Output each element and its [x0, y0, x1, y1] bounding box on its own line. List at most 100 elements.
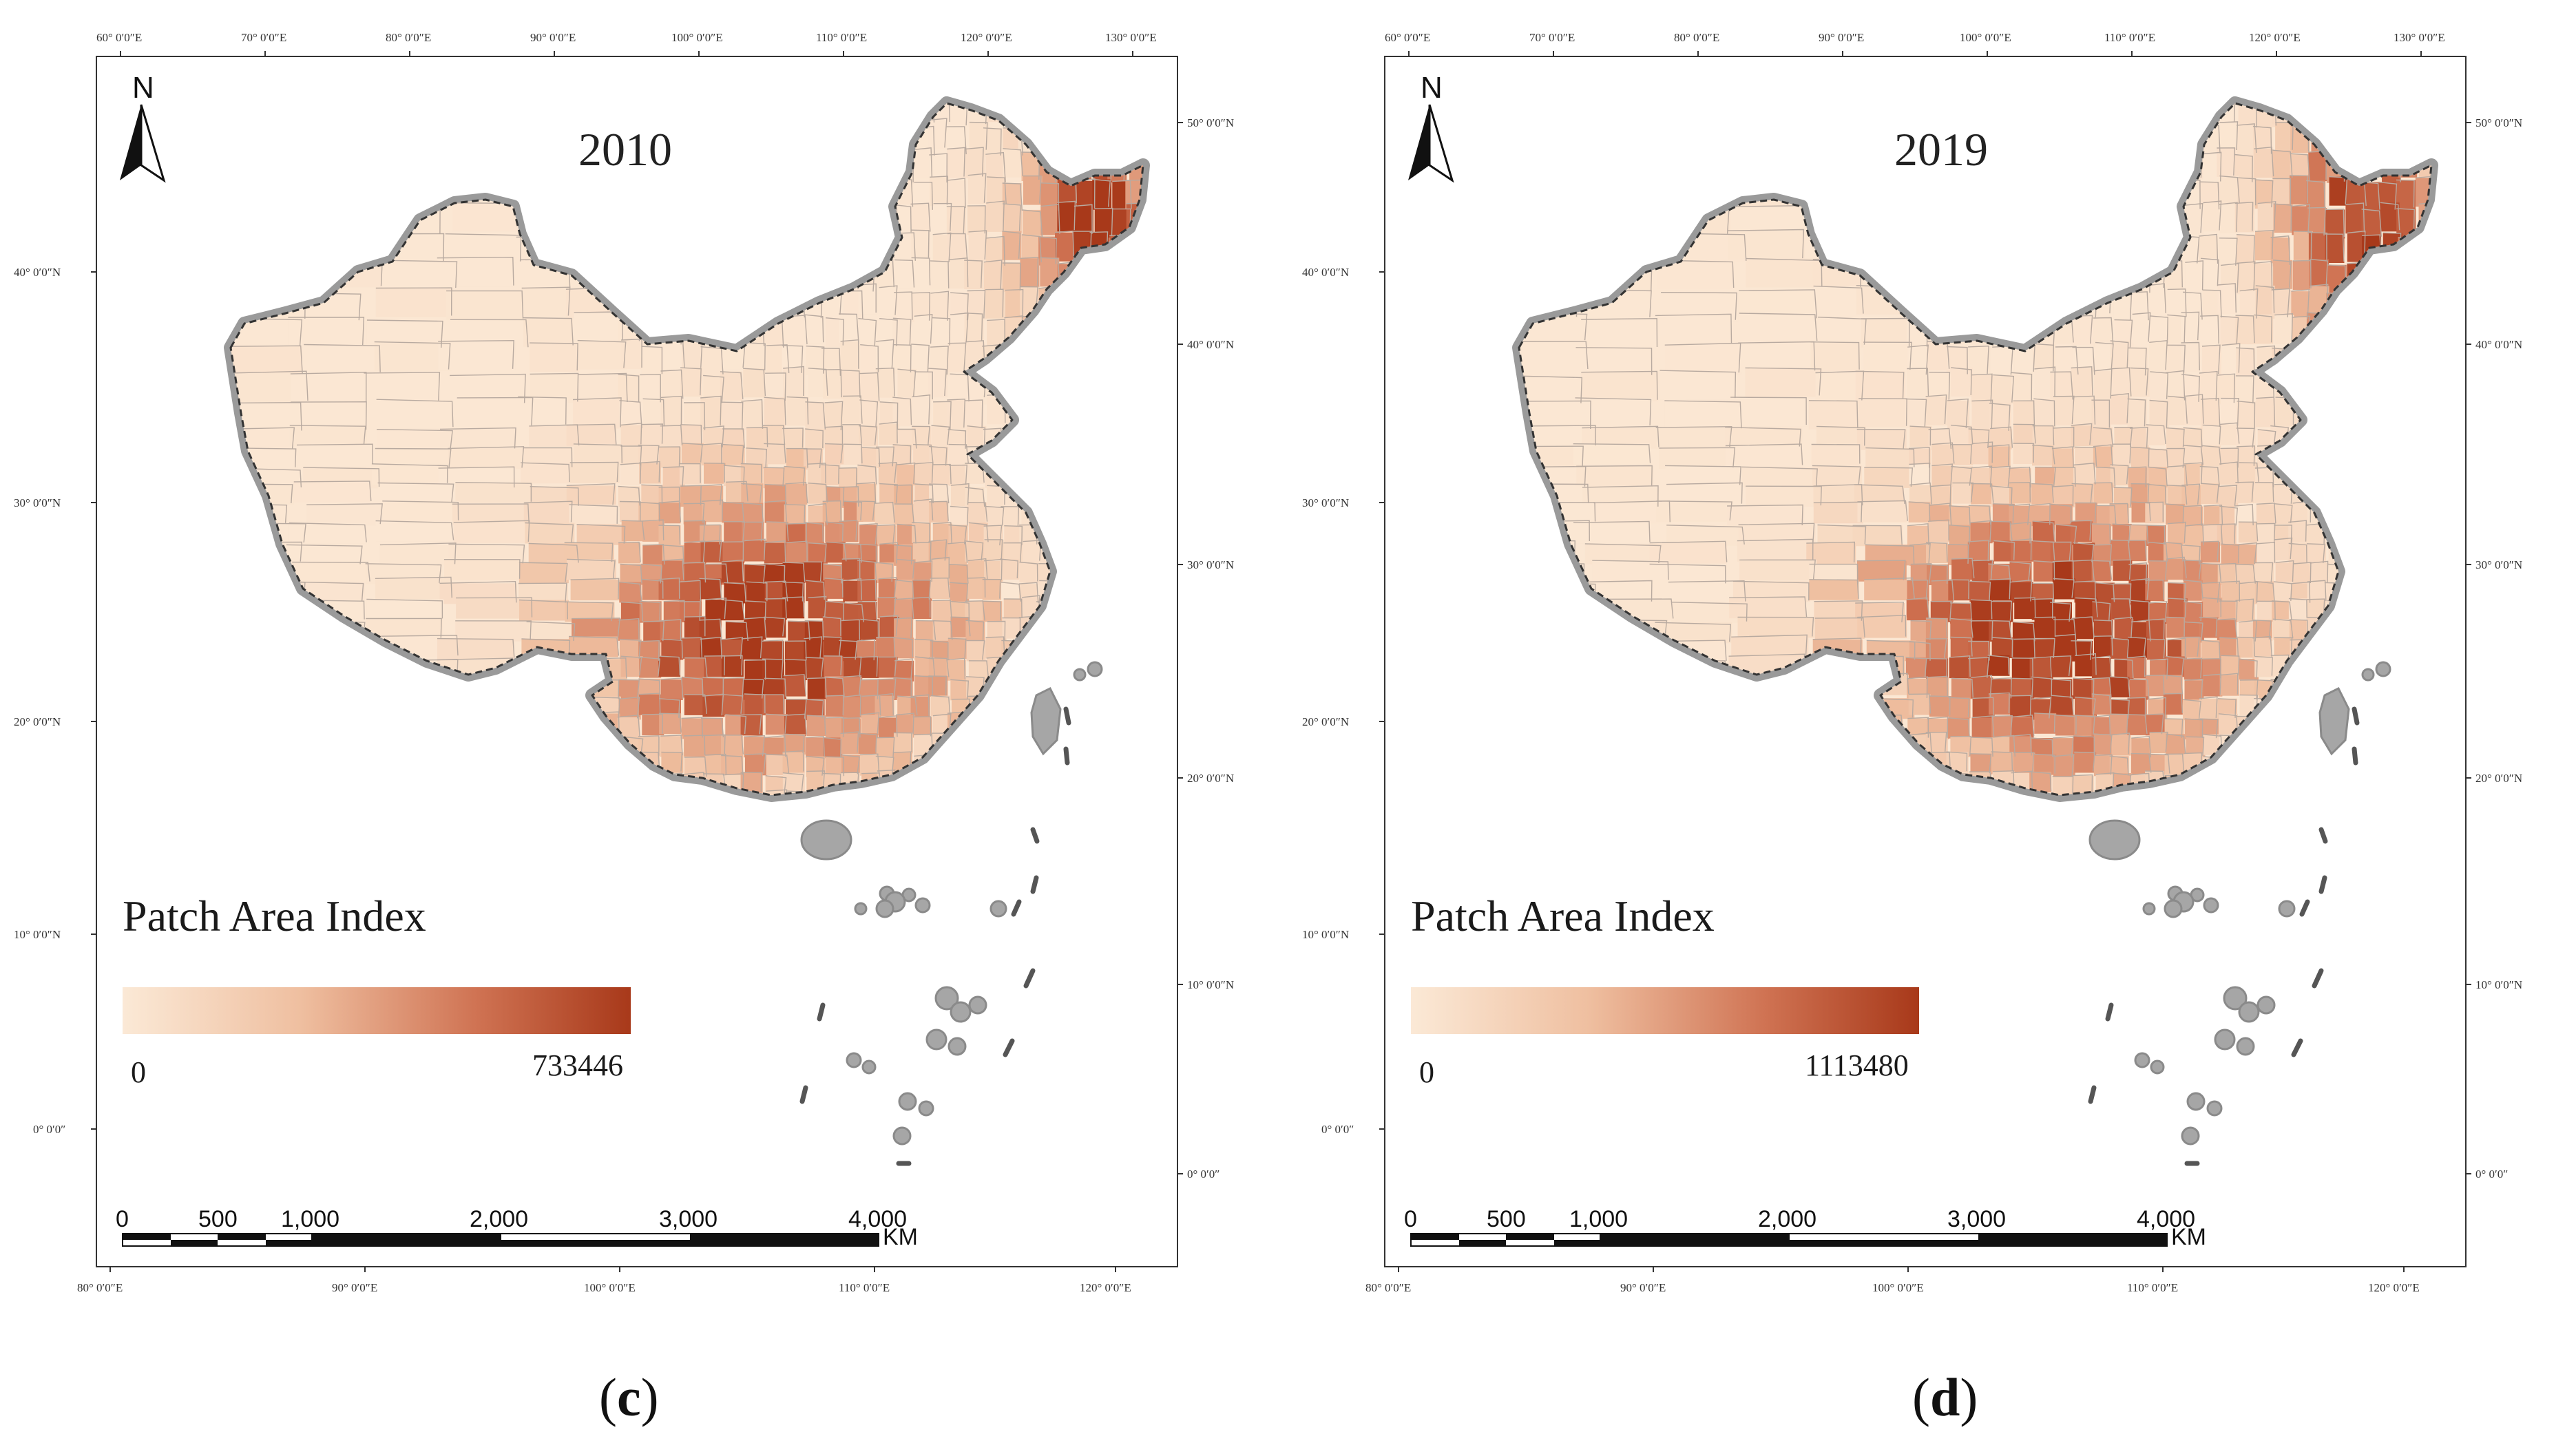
county-boundary [2219, 505, 2239, 526]
choropleth-cell [1909, 426, 1932, 447]
county-boundary [782, 562, 806, 582]
county-boundary [2272, 600, 2292, 620]
county-boundary [2110, 676, 2130, 697]
choropleth-cell [804, 562, 824, 583]
choropleth-cell [2094, 636, 2113, 657]
choropleth-cell [1928, 521, 1950, 542]
county-boundary [859, 655, 879, 677]
county-boundary [1855, 370, 1905, 399]
county-boundary [1928, 428, 1952, 449]
choropleth-cell [700, 346, 723, 376]
scale-label: 0 [1404, 1206, 1417, 1232]
choropleth-cell [1737, 617, 1815, 638]
county-boundary [722, 677, 744, 698]
choropleth-cell [231, 346, 302, 376]
county-boundary [641, 346, 663, 375]
county-boundary [2031, 444, 2055, 465]
panel-caption-c: (c) [599, 1367, 659, 1427]
county-boundary [2009, 466, 2031, 488]
county-boundary [2219, 121, 2239, 151]
choropleth-cell [2201, 445, 2221, 467]
county-boundary [2236, 234, 2255, 262]
choropleth-cell [2184, 659, 2203, 680]
county-boundary [983, 600, 1002, 621]
county-boundary [2217, 103, 2236, 123]
right-tick-labels: 50° 0′0″N 40° 0′0″N 30° 0′0″N 20° 0′0″N … [1187, 116, 1234, 1181]
choropleth-cell [2166, 559, 2186, 580]
choropleth-cell [805, 429, 825, 450]
county-boundary [914, 371, 933, 400]
choropleth-cell [289, 425, 367, 446]
choropleth-cell [1970, 523, 1993, 544]
choropleth-cell [2256, 523, 2276, 545]
choropleth-cell [2274, 315, 2294, 344]
county-boundary [2183, 560, 2202, 580]
choropleth-cell [293, 481, 371, 503]
choropleth-cell [950, 582, 970, 604]
county-boundary [949, 103, 968, 126]
county-boundary [875, 367, 895, 397]
county-boundary [296, 443, 373, 465]
county-boundary [897, 523, 917, 544]
choropleth-cell [843, 396, 862, 425]
choropleth-cell [824, 655, 844, 677]
county-boundary [523, 317, 574, 346]
county-boundary [1595, 598, 1674, 619]
county-boundary [859, 753, 880, 774]
scale-label: 2,000 [470, 1206, 528, 1232]
county-boundary [291, 401, 367, 430]
choropleth-cell [2380, 202, 2400, 232]
county-boundary [806, 580, 825, 600]
county-boundary [1659, 447, 1736, 468]
county-boundary [679, 601, 701, 621]
county-boundary [1909, 463, 1931, 484]
choropleth-cell [2219, 123, 2239, 151]
right-tick-label: 40° 0′0″N [2475, 338, 2522, 351]
choropleth-cell [639, 601, 662, 622]
island-dot [2150, 1059, 2165, 1075]
county-boundary [1002, 231, 1021, 259]
county-boundary [1806, 541, 1856, 563]
county-boundary [1725, 443, 1803, 465]
county-boundary [2033, 637, 2055, 659]
county-boundary [892, 344, 912, 372]
county-boundary [2145, 713, 2164, 735]
choropleth-cell [1988, 446, 2011, 467]
county-boundary [287, 581, 364, 602]
county-boundary [523, 500, 573, 523]
county-boundary [764, 397, 786, 425]
county-boundary [364, 372, 441, 401]
choropleth-cell [892, 444, 912, 465]
county-boundary [807, 677, 827, 698]
county-boundary [1040, 182, 1060, 211]
choropleth-cell [2219, 637, 2239, 659]
island-cluster [2203, 897, 2219, 914]
choropleth-cell [894, 292, 914, 321]
choropleth-cell [437, 257, 514, 287]
county-boundary [914, 560, 933, 582]
choropleth-cell [876, 637, 896, 658]
county-boundary [804, 561, 823, 582]
county-boundary [808, 503, 828, 525]
county-boundary [1948, 505, 1971, 525]
county-boundary [1971, 441, 1993, 463]
county-boundary [2252, 125, 2272, 154]
choropleth-cell [1040, 206, 1060, 235]
choropleth-cell [1659, 370, 1737, 400]
county-boundary [292, 561, 370, 582]
county-boundary [2184, 679, 2203, 700]
county-boundary [2203, 597, 2221, 618]
county-boundary [2183, 580, 2203, 600]
choropleth-cell [1023, 176, 1043, 205]
caption-letter: d [1929, 1367, 1960, 1427]
county-boundary [1991, 715, 2013, 736]
county-boundary [2011, 714, 2035, 737]
county-boundary [2148, 448, 2168, 468]
county-boundary [931, 556, 950, 579]
county-boundary [375, 520, 454, 540]
choropleth-cell [2129, 428, 2149, 450]
choropleth-cell [684, 736, 706, 757]
county-boundary [823, 636, 842, 657]
county-boundary [823, 563, 842, 584]
county-boundary [2091, 399, 2111, 428]
